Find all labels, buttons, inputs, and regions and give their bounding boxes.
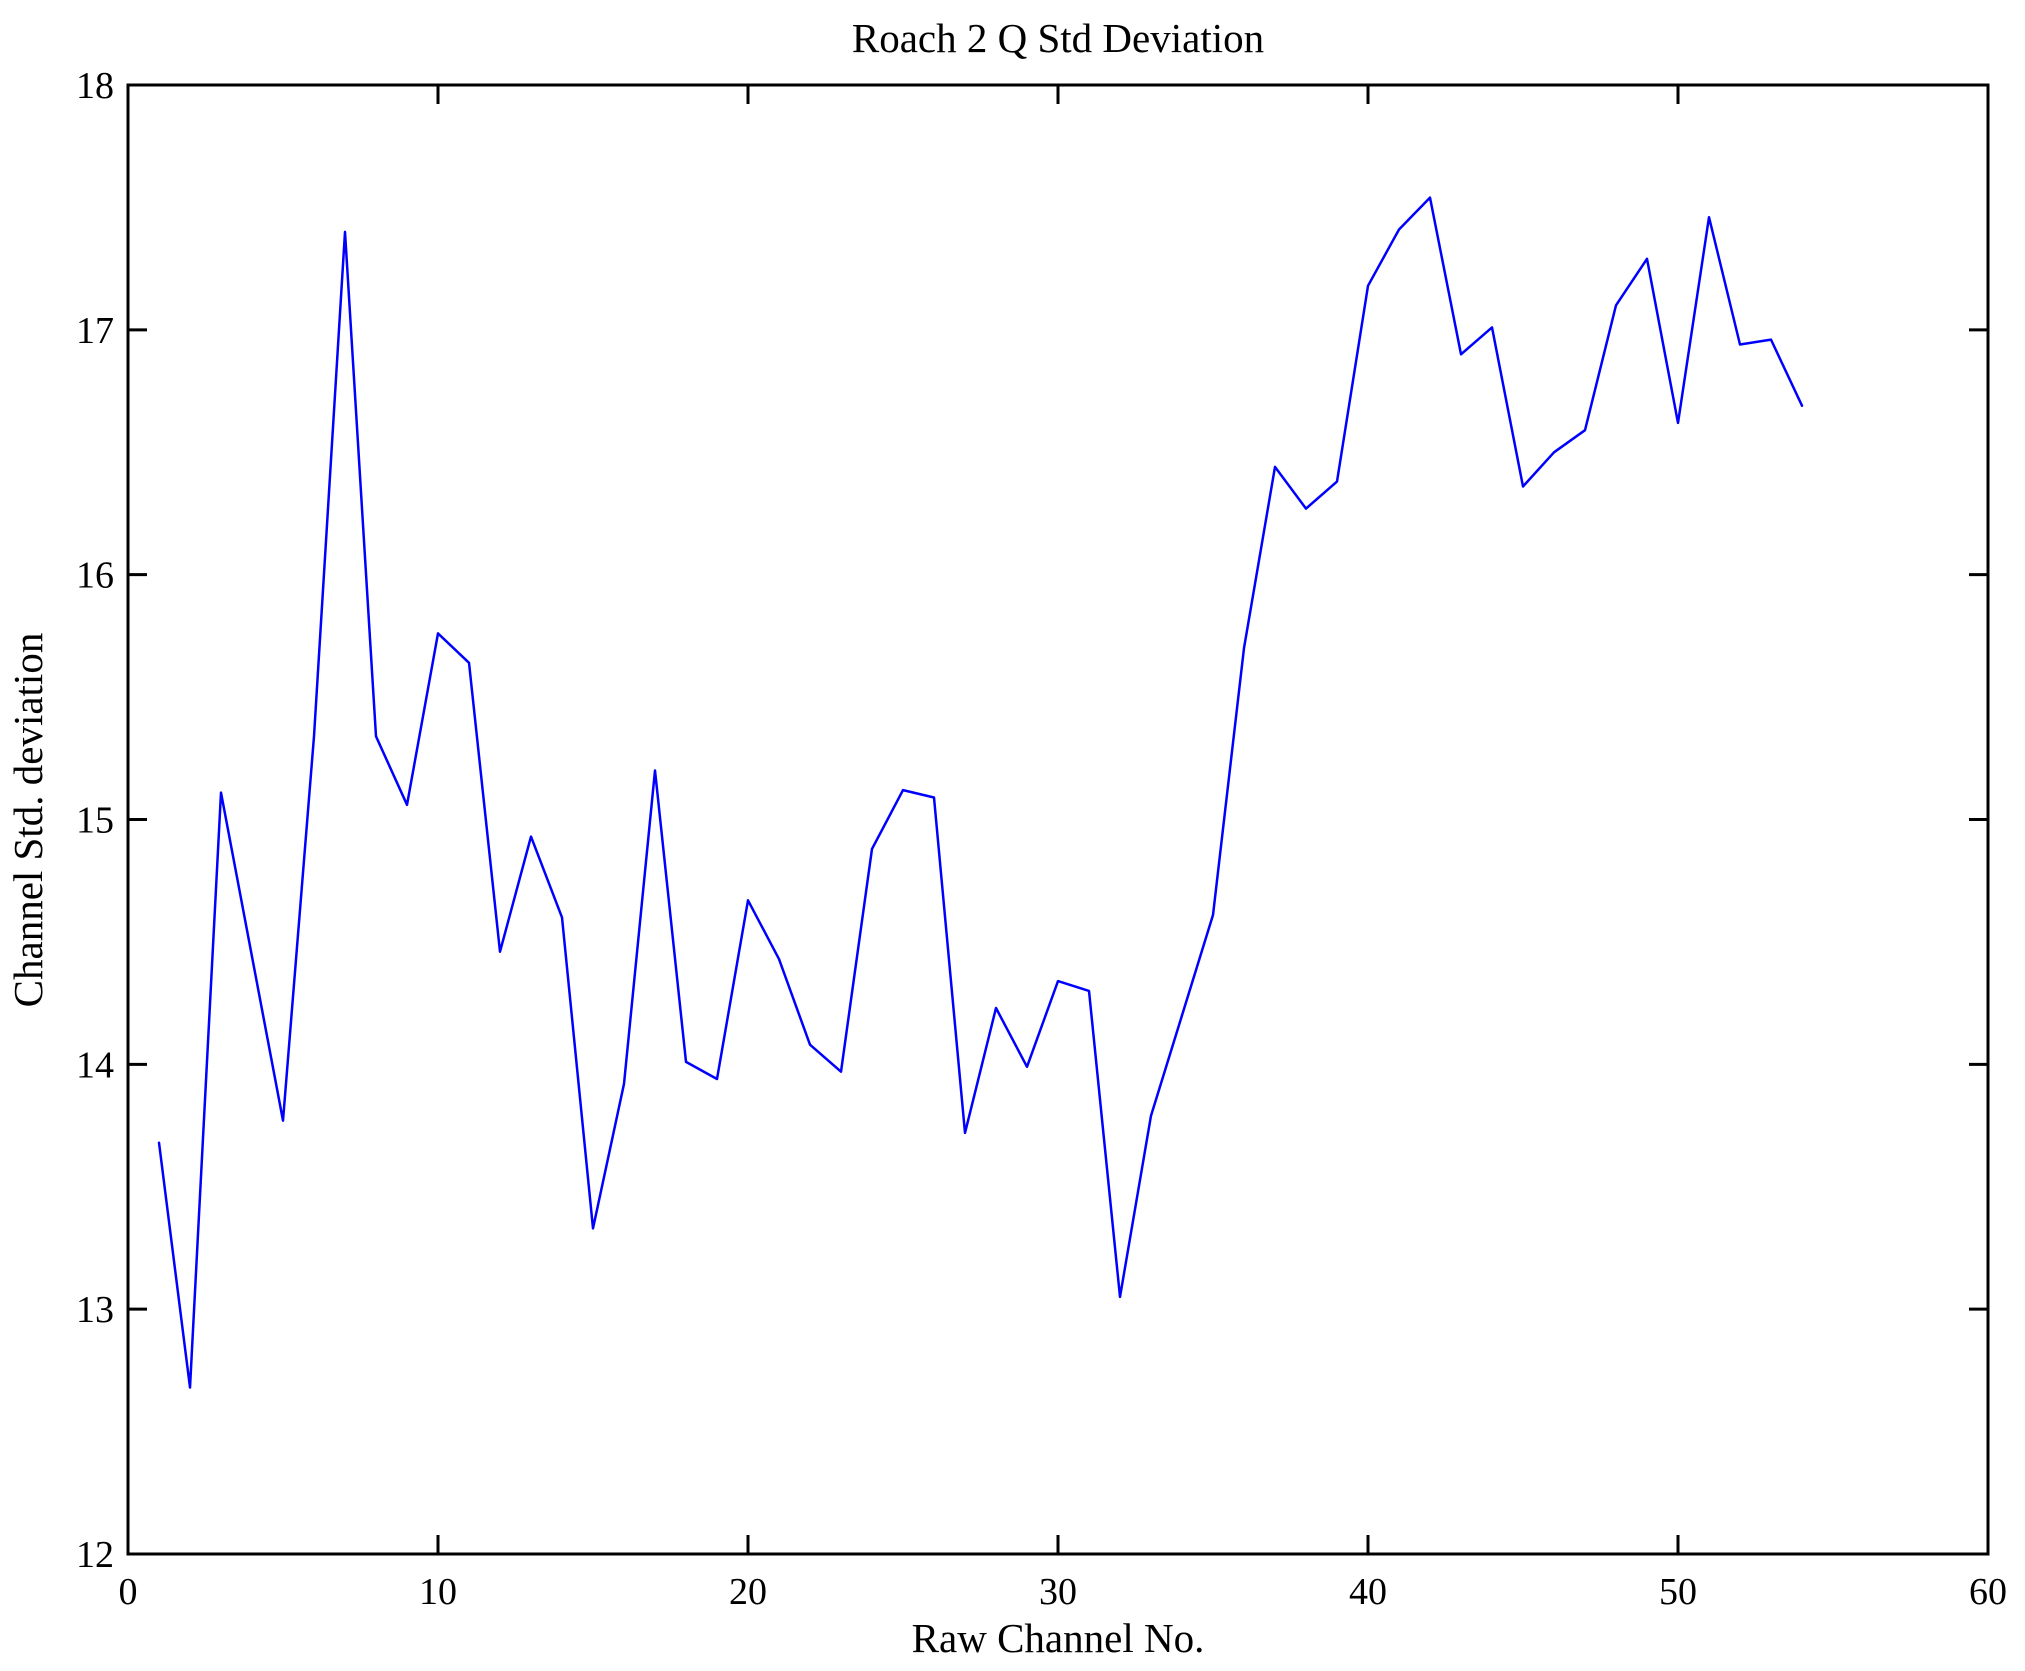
x-tick-label: 60 (1969, 1571, 2007, 1613)
x-tick-label: 30 (1039, 1571, 1077, 1613)
x-tick-label: 50 (1659, 1571, 1697, 1613)
x-tick-label: 0 (119, 1571, 138, 1613)
y-tick-label: 16 (76, 555, 114, 597)
series-layer (157, 196, 1804, 1389)
y-tick-label: 15 (76, 800, 114, 842)
x-axis-label: Raw Channel No. (912, 1615, 1205, 1661)
y-tick-label: 12 (76, 1534, 114, 1576)
y-tick-label: 14 (76, 1044, 114, 1086)
y-tick-label: 17 (76, 310, 114, 352)
x-tick-label: 40 (1349, 1571, 1387, 1613)
data-line (157, 196, 1804, 1389)
x-tick-label: 20 (729, 1571, 767, 1613)
tick-label-layer: 0 10 20 30 40 50 60 12 13 14 15 16 17 18 (76, 65, 2007, 1613)
y-tick-label: 13 (76, 1289, 114, 1331)
axis-box (126, 83, 1990, 1556)
axes-layer (126, 83, 1990, 1556)
y-tick-label: 18 (76, 65, 114, 107)
x-tick-label: 10 (419, 1571, 457, 1613)
y-axis-label: Channel Std. deviation (5, 633, 51, 1008)
chart-title: Roach 2 Q Std Deviation (852, 15, 1264, 61)
